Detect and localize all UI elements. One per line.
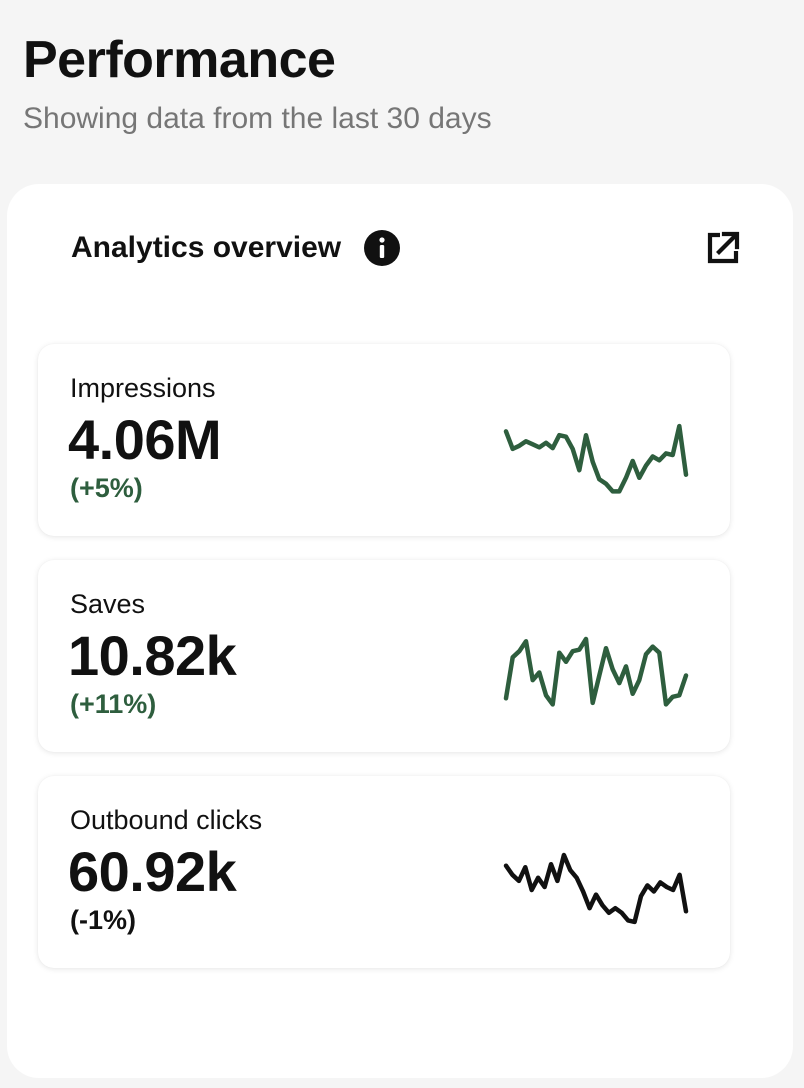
external-link-icon[interactable] [703, 228, 743, 268]
page-subtitle: Showing data from the last 30 days [23, 102, 492, 135]
metric-label: Outbound clicks [70, 805, 263, 835]
outbound-clicks-sparkline [503, 852, 689, 925]
metric-change: (-1%) [70, 905, 136, 935]
metric-change: (+5%) [70, 473, 143, 503]
saves-sparkline-line [503, 636, 689, 707]
metric-label: Impressions [70, 373, 216, 403]
impressions-sparkline [503, 423, 689, 494]
metric-label: Saves [70, 589, 146, 619]
saves-card[interactable]: Saves 10.82k (+11%) [38, 560, 730, 752]
outbound-clicks-sparkline-line [503, 852, 689, 925]
analytics-overview-panel: Analytics overview Impressions 4.06M (+5… [7, 184, 793, 1078]
page-title: Performance [23, 31, 336, 89]
metric-value: 60.92k [68, 840, 237, 903]
metric-change: (+11%) [70, 689, 157, 719]
panel-header: Analytics overview [71, 228, 401, 268]
analytics-overview-title: Analytics overview [71, 231, 342, 264]
outbound-clicks-card[interactable]: Outbound clicks 60.92k (-1%) [38, 776, 730, 968]
saves-sparkline [503, 636, 689, 707]
metric-value: 10.82k [68, 624, 237, 687]
metric-value: 4.06M [68, 408, 222, 471]
impressions-sparkline-line [503, 423, 689, 494]
info-icon[interactable] [363, 229, 401, 267]
impressions-card[interactable]: Impressions 4.06M (+5%) [38, 344, 730, 536]
